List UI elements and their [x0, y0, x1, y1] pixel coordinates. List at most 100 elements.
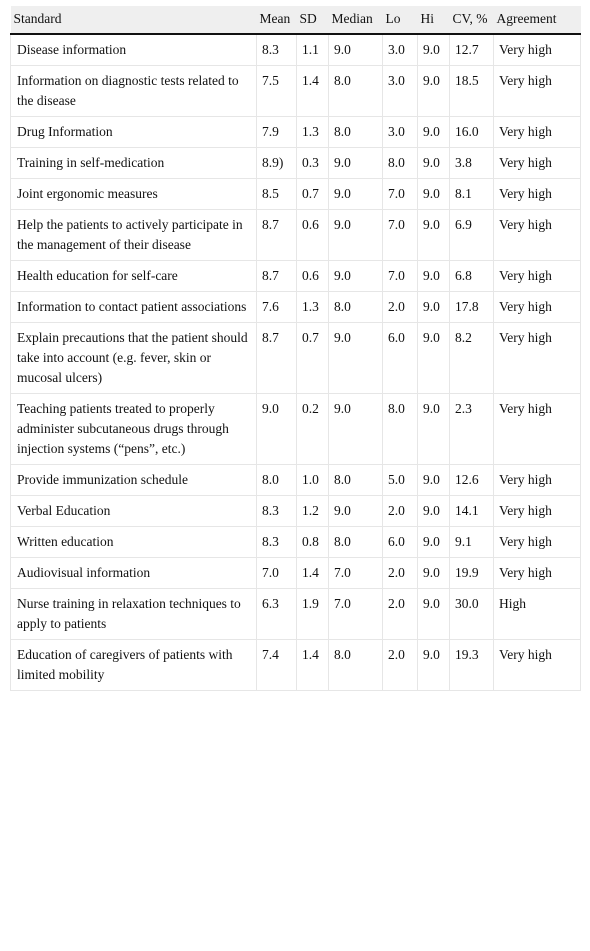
- cell-agreement: Very high: [493, 65, 581, 117]
- cell-sd: 1.3: [296, 116, 329, 148]
- cell-hi: 9.0: [417, 393, 450, 465]
- table-row: Disease information 8.3 1.1 9.0 3.0 9.0 12.7 Ve…: [10, 34, 581, 66]
- cell-agreement: Very high: [493, 322, 581, 394]
- cell-median: 8.0: [328, 291, 383, 323]
- cell-sd: 0.7: [296, 178, 329, 210]
- cell-lo: 2.0: [382, 495, 418, 527]
- cell-hi: 9.0: [417, 116, 450, 148]
- cell-hi: 9.0: [417, 147, 450, 179]
- table-row: Written education 8.3 0.8 8.0 6.0 9.0 9.1 Very …: [10, 526, 581, 558]
- cell-hi: 9.0: [417, 260, 450, 292]
- table-row: Nurse training in relaxation techniques …: [10, 588, 581, 640]
- cell-standard: Information to contact patient associati…: [10, 291, 257, 323]
- cell-standard: Health education for self-care: [10, 260, 257, 292]
- cell-agreement: Very high: [493, 526, 581, 558]
- cell-median: 7.0: [328, 557, 383, 589]
- cell-cv: 6.9: [449, 209, 494, 261]
- cell-sd: 1.3: [296, 291, 329, 323]
- cell-standard: Provide immunization schedule: [10, 464, 257, 496]
- cell-cv: 30.0: [449, 588, 494, 640]
- cell-median: 9.0: [328, 322, 383, 394]
- header-agreement: Agreement: [493, 6, 581, 35]
- cell-cv: 12.7: [449, 34, 494, 66]
- cell-mean: 7.9: [256, 116, 297, 148]
- cell-lo: 2.0: [382, 291, 418, 323]
- cell-agreement: Very high: [493, 495, 581, 527]
- cell-lo: 2.0: [382, 557, 418, 589]
- cell-sd: 1.0: [296, 464, 329, 496]
- cell-agreement: High: [493, 588, 581, 640]
- cell-cv: 18.5: [449, 65, 494, 117]
- cell-standard: Verbal Education: [10, 495, 257, 527]
- cell-mean: 7.6: [256, 291, 297, 323]
- cell-median: 8.0: [328, 116, 383, 148]
- cell-standard: Drug Information: [10, 116, 257, 148]
- cell-cv: 9.1: [449, 526, 494, 558]
- cell-cv: 17.8: [449, 291, 494, 323]
- cell-sd: 1.1: [296, 34, 329, 66]
- cell-sd: 0.6: [296, 209, 329, 261]
- cell-median: 9.0: [328, 209, 383, 261]
- cell-cv: 14.1: [449, 495, 494, 527]
- table-row: Health education for self-care 8.7 0.6 9.0 7…: [10, 260, 581, 292]
- table-row: Teaching patients treated to properly ad…: [10, 393, 581, 465]
- cell-median: 8.0: [328, 526, 383, 558]
- cell-standard: Nurse training in relaxation techniques …: [10, 588, 257, 640]
- cell-standard: Explain precautions that the patient sho…: [10, 322, 257, 394]
- cell-hi: 9.0: [417, 557, 450, 589]
- header-lo: Lo: [382, 6, 418, 35]
- table-row: Information on diagnostic tests related …: [10, 65, 581, 117]
- cell-cv: 19.3: [449, 639, 494, 691]
- cell-median: 9.0: [328, 178, 383, 210]
- table-row: Explain precautions that the patient sho…: [10, 322, 581, 394]
- cell-cv: 8.1: [449, 178, 494, 210]
- cell-lo: 5.0: [382, 464, 418, 496]
- cell-agreement: Very high: [493, 464, 581, 496]
- cell-hi: 9.0: [417, 526, 450, 558]
- cell-hi: 9.0: [417, 178, 450, 210]
- table-row: Education of caregivers of patients with…: [10, 639, 581, 691]
- cell-standard: Information on diagnostic tests related …: [10, 65, 257, 117]
- cell-lo: 8.0: [382, 147, 418, 179]
- cell-mean: 6.3: [256, 588, 297, 640]
- cell-mean: 8.3: [256, 34, 297, 66]
- header-hi: Hi: [417, 6, 450, 35]
- cell-sd: 1.9: [296, 588, 329, 640]
- table-header-row: Standard Mean SD Median Lo Hi CV, % Agre…: [10, 6, 581, 35]
- cell-lo: 3.0: [382, 65, 418, 117]
- cell-mean: 7.5: [256, 65, 297, 117]
- cell-lo: 2.0: [382, 588, 418, 640]
- cell-sd: 0.7: [296, 322, 329, 394]
- cell-sd: 0.3: [296, 147, 329, 179]
- cell-standard: Audiovisual information: [10, 557, 257, 589]
- header-mean: Mean: [256, 6, 297, 35]
- cell-mean: 9.0: [256, 393, 297, 465]
- cell-lo: 8.0: [382, 393, 418, 465]
- table-row: Audiovisual information 7.0 1.4 7.0 2.0 9.0 19…: [10, 557, 581, 589]
- cell-sd: 1.4: [296, 557, 329, 589]
- table-row: Help the patients to actively participat…: [10, 209, 581, 261]
- header-median: Median: [328, 6, 383, 35]
- cell-mean: 8.3: [256, 495, 297, 527]
- cell-mean: 8.7: [256, 209, 297, 261]
- cell-hi: 9.0: [417, 588, 450, 640]
- cell-hi: 9.0: [417, 322, 450, 394]
- cell-agreement: Very high: [493, 147, 581, 179]
- cell-cv: 2.3: [449, 393, 494, 465]
- cell-mean: 7.4: [256, 639, 297, 691]
- cell-median: 9.0: [328, 260, 383, 292]
- cell-standard: Education of caregivers of patients with…: [10, 639, 257, 691]
- cell-median: 8.0: [328, 464, 383, 496]
- cell-cv: 8.2: [449, 322, 494, 394]
- cell-median: 9.0: [328, 34, 383, 66]
- cell-mean: 8.0: [256, 464, 297, 496]
- cell-median: 9.0: [328, 147, 383, 179]
- cell-hi: 9.0: [417, 34, 450, 66]
- cell-agreement: Very high: [493, 291, 581, 323]
- cell-lo: 3.0: [382, 34, 418, 66]
- cell-median: 7.0: [328, 588, 383, 640]
- table-row: Provide immunization schedule 8.0 1.0 8.0 5.…: [10, 464, 581, 496]
- cell-cv: 16.0: [449, 116, 494, 148]
- cell-lo: 7.0: [382, 209, 418, 261]
- cell-sd: 0.6: [296, 260, 329, 292]
